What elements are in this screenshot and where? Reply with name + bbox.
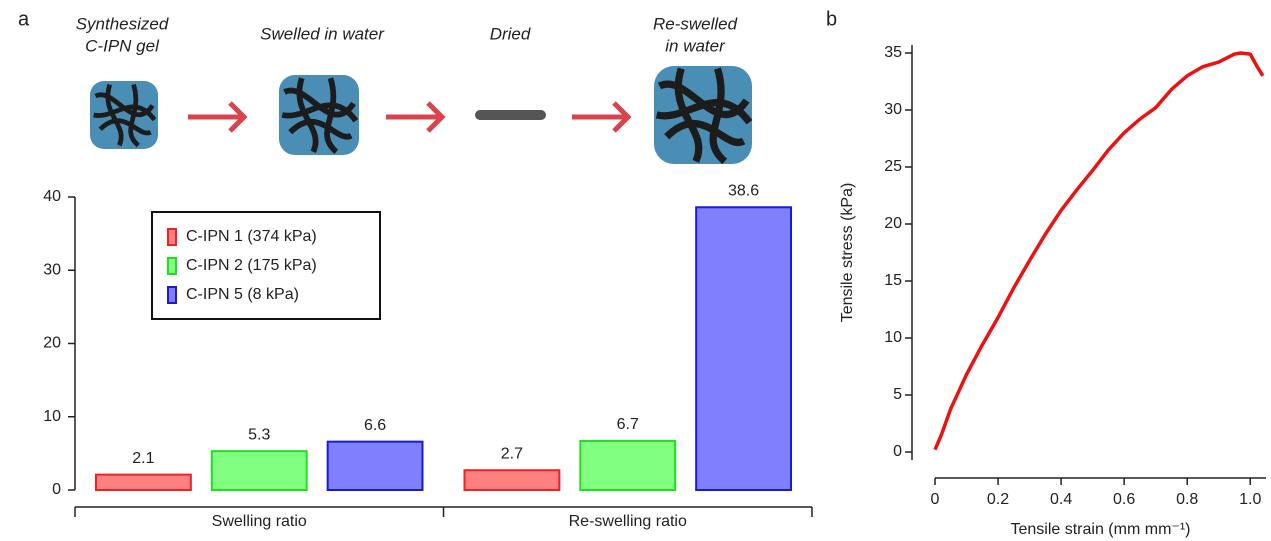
step-label: in water <box>665 36 726 55</box>
y-tick-label: 10 <box>884 329 902 346</box>
x-tick-label: 0.2 <box>987 491 1009 508</box>
bar <box>465 470 560 490</box>
step-label: Synthesized <box>76 14 169 33</box>
figure: a b Synthesized C-IPN gel Swelled in water… <box>0 0 1271 541</box>
step-label: Swelled in water <box>260 24 385 43</box>
gel-icon <box>279 75 359 155</box>
y-tick-label: 20 <box>43 335 61 352</box>
value-label: 6.6 <box>364 417 386 434</box>
value-label: 6.7 <box>617 416 639 433</box>
value-label: 2.1 <box>132 450 154 467</box>
y-tick-label: 25 <box>884 158 902 175</box>
x-tick-label: 0.6 <box>1113 491 1135 508</box>
x-tick-label: Swelling ratio <box>212 513 307 530</box>
x-tick-label: 0.8 <box>1176 491 1198 508</box>
line <box>935 53 1263 450</box>
x-axis-label: Tensile strain (mm mm⁻¹) <box>1010 521 1190 538</box>
y-tick-label: 0 <box>893 443 902 460</box>
legend-swatch <box>168 287 176 303</box>
legend-label: C-IPN 2 (175 kPa) <box>186 257 317 274</box>
bar <box>96 475 191 490</box>
y-tick-label: 15 <box>884 272 902 289</box>
bar <box>696 207 791 490</box>
y-axis-label: Tensile stress (kPa) <box>839 183 856 323</box>
gel-icon <box>654 66 752 164</box>
legend-swatch <box>168 258 176 274</box>
x-tick-label: 1.0 <box>1239 491 1261 508</box>
bar <box>328 442 423 490</box>
y-tick-label: 0 <box>52 481 61 498</box>
arrows <box>188 103 628 131</box>
legend-swatch <box>168 229 176 245</box>
panel-label: b <box>826 8 837 30</box>
x-tick-label: 0.4 <box>1050 491 1072 508</box>
y-tick-label: 5 <box>893 386 902 403</box>
x-tick-label: Re-swelling ratio <box>569 513 687 530</box>
bar <box>212 451 307 490</box>
y-tick-label: 35 <box>884 44 902 61</box>
gel-icon <box>90 81 158 149</box>
panel-label: a <box>18 8 30 30</box>
legend-label: C-IPN 5 (8 kPa) <box>186 286 299 303</box>
bar <box>580 441 675 490</box>
y-tick-label: 20 <box>884 215 902 232</box>
value-label: 38.6 <box>728 182 759 199</box>
step-label: Dried <box>490 24 531 43</box>
step-label: Re-swelled <box>653 14 738 33</box>
y-tick-label: 10 <box>43 408 61 425</box>
y-tick-label: 30 <box>43 261 61 278</box>
x-tick-label: 0 <box>931 491 940 508</box>
value-label: 2.7 <box>501 445 523 462</box>
legend-label: C-IPN 1 (374 kPa) <box>186 228 317 245</box>
step-label: C-IPN gel <box>85 36 160 55</box>
y-tick-label: 30 <box>884 101 902 118</box>
gel-icon <box>475 110 546 120</box>
y-tick-label: 40 <box>43 188 61 205</box>
value-label: 5.3 <box>248 426 270 443</box>
